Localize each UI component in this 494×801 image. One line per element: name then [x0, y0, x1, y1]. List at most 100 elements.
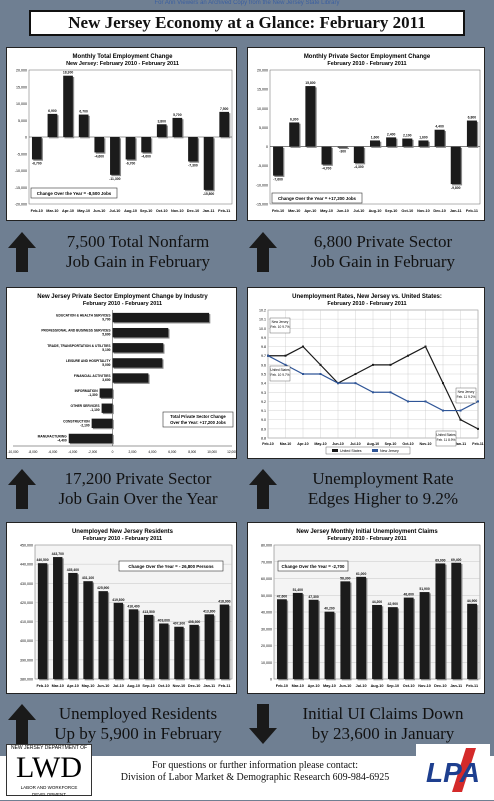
y-tick-label: 80,000: [261, 544, 272, 548]
y-tick-label: 9.3: [261, 391, 266, 395]
data-label: 61,000: [356, 572, 366, 576]
x-tick-label: Nov-10: [418, 684, 431, 688]
bar: [292, 592, 303, 679]
data-label: 440,500: [36, 558, 48, 562]
chart-title: New Jersey Monthly Initial Unemployment …: [296, 529, 438, 535]
data-label: 5,600: [102, 333, 110, 337]
data-point: [302, 345, 304, 348]
data-label: -7,600: [273, 178, 283, 182]
chart-industry-change: New Jersey Private Sector Employment Cha…: [6, 287, 237, 459]
data-point: [372, 391, 374, 394]
chart-title: Monthly Total Employment Change: [73, 54, 174, 60]
data-label: 7,500: [220, 107, 229, 111]
x-tick-label: Feb-10: [272, 209, 284, 213]
data-point: [424, 345, 427, 348]
data-label: 5,700: [173, 113, 182, 117]
data-label: -4,700: [322, 167, 332, 171]
data-label: -4,400: [57, 438, 67, 442]
bar: [78, 114, 89, 137]
y-tick-label: 9.7: [261, 354, 266, 358]
annotation-label: Feb. 11 8.9%: [437, 438, 456, 442]
data-point: [389, 391, 392, 394]
bar: [305, 86, 316, 147]
y-tick-label: 10.1: [259, 318, 266, 322]
x-tick-label: 4,000: [148, 450, 156, 454]
x-tick-label: Oct-10: [403, 684, 415, 688]
y-tick-label: 410,000: [20, 620, 33, 624]
chart-subtitle: February 2010 - February 2011: [327, 536, 406, 542]
bar: [94, 137, 105, 153]
data-label: -11,300: [109, 177, 120, 181]
x-tick-label: Nov-10: [420, 442, 432, 446]
chart-subtitle: New Jersey: February 2010 - February 201…: [66, 61, 179, 67]
data-point: [407, 354, 409, 357]
bar: [110, 137, 120, 175]
x-tick-label: Jul-10: [113, 684, 124, 688]
x-tick-label: -6,000: [48, 450, 57, 454]
data-label: 42,900: [388, 602, 398, 606]
bar: [340, 581, 351, 679]
x-tick-label: Apr-10: [297, 442, 308, 446]
bar-shadow: [338, 147, 349, 150]
bar: [369, 140, 381, 147]
y-tick-label: 70,000: [261, 560, 272, 564]
bar: [141, 137, 151, 153]
x-tick-label: Dec-10: [188, 684, 200, 688]
bar: [403, 597, 414, 679]
x-tick-label: Aug-10: [124, 209, 137, 213]
data-label: 9,700: [102, 318, 110, 322]
annotation-label: Feb. 10 9.7%: [271, 373, 290, 377]
y-tick-label: 8.9: [261, 427, 266, 431]
chart-unemployed-residents: Unemployed New Jersey Residents February …: [6, 522, 237, 694]
category-label: FINANCIAL ACTIVITIES: [74, 374, 111, 378]
annotation-box: [435, 430, 457, 447]
x-tick-label: -10,000: [8, 450, 19, 454]
bar: [451, 562, 462, 679]
x-tick-label: 2,000: [128, 450, 136, 454]
y-tick-label: 0: [25, 136, 27, 140]
bar: [37, 563, 48, 679]
annotation-label: New Jersey: [272, 320, 289, 324]
bar: [31, 137, 42, 160]
bar: [91, 418, 113, 429]
data-point: [319, 363, 322, 366]
data-label: 1,600: [419, 135, 428, 139]
data-label: -1,300: [88, 393, 98, 397]
y-tick-label: 10,000: [16, 102, 27, 106]
x-tick-label: Oct-10: [401, 209, 413, 213]
data-label: 409,000: [158, 618, 170, 622]
x-tick-label: 8,000: [188, 450, 196, 454]
x-tick-label: Aug-10: [369, 209, 382, 213]
bar: [101, 403, 113, 413]
x-tick-label: Sep-10: [140, 209, 152, 213]
chart-total-employment: Monthly Total Employment Change New Jerse…: [6, 47, 237, 221]
category-label: EDUCATION & HEALTH SERVICES: [56, 314, 111, 318]
data-label: 419,800: [112, 598, 124, 602]
bar: [113, 602, 124, 679]
bar: [159, 623, 169, 679]
x-tick-label: Sep-10: [385, 209, 397, 213]
bar: [419, 592, 430, 679]
data-label: 51,400: [293, 588, 303, 592]
data-point: [267, 354, 269, 357]
x-tick-label: 12,000: [227, 450, 237, 454]
y-tick-label: -5,000: [17, 152, 27, 156]
bar: [466, 120, 477, 147]
bar: [156, 124, 167, 137]
data-label: 5,000: [102, 363, 110, 367]
x-tick-label: Sep-10: [142, 684, 154, 688]
up-arrow-icon: [8, 704, 36, 744]
y-tick-label: 10,000: [261, 661, 272, 665]
annotation-box: [269, 317, 291, 334]
data-label: 413,500: [143, 610, 155, 614]
x-tick-label: -2,000: [88, 450, 97, 454]
bar: [188, 137, 198, 162]
x-tick-label: Feb-10: [262, 442, 274, 446]
bar: [353, 146, 364, 164]
x-tick-label: Feb-10: [36, 684, 48, 688]
data-label: 3,600: [102, 378, 110, 382]
y-tick-label: -15,000: [256, 203, 268, 207]
y-tick-label: 9.0: [261, 418, 266, 422]
contact-info: For questions or further information ple…: [120, 760, 390, 783]
data-label: 4,400: [435, 125, 444, 129]
